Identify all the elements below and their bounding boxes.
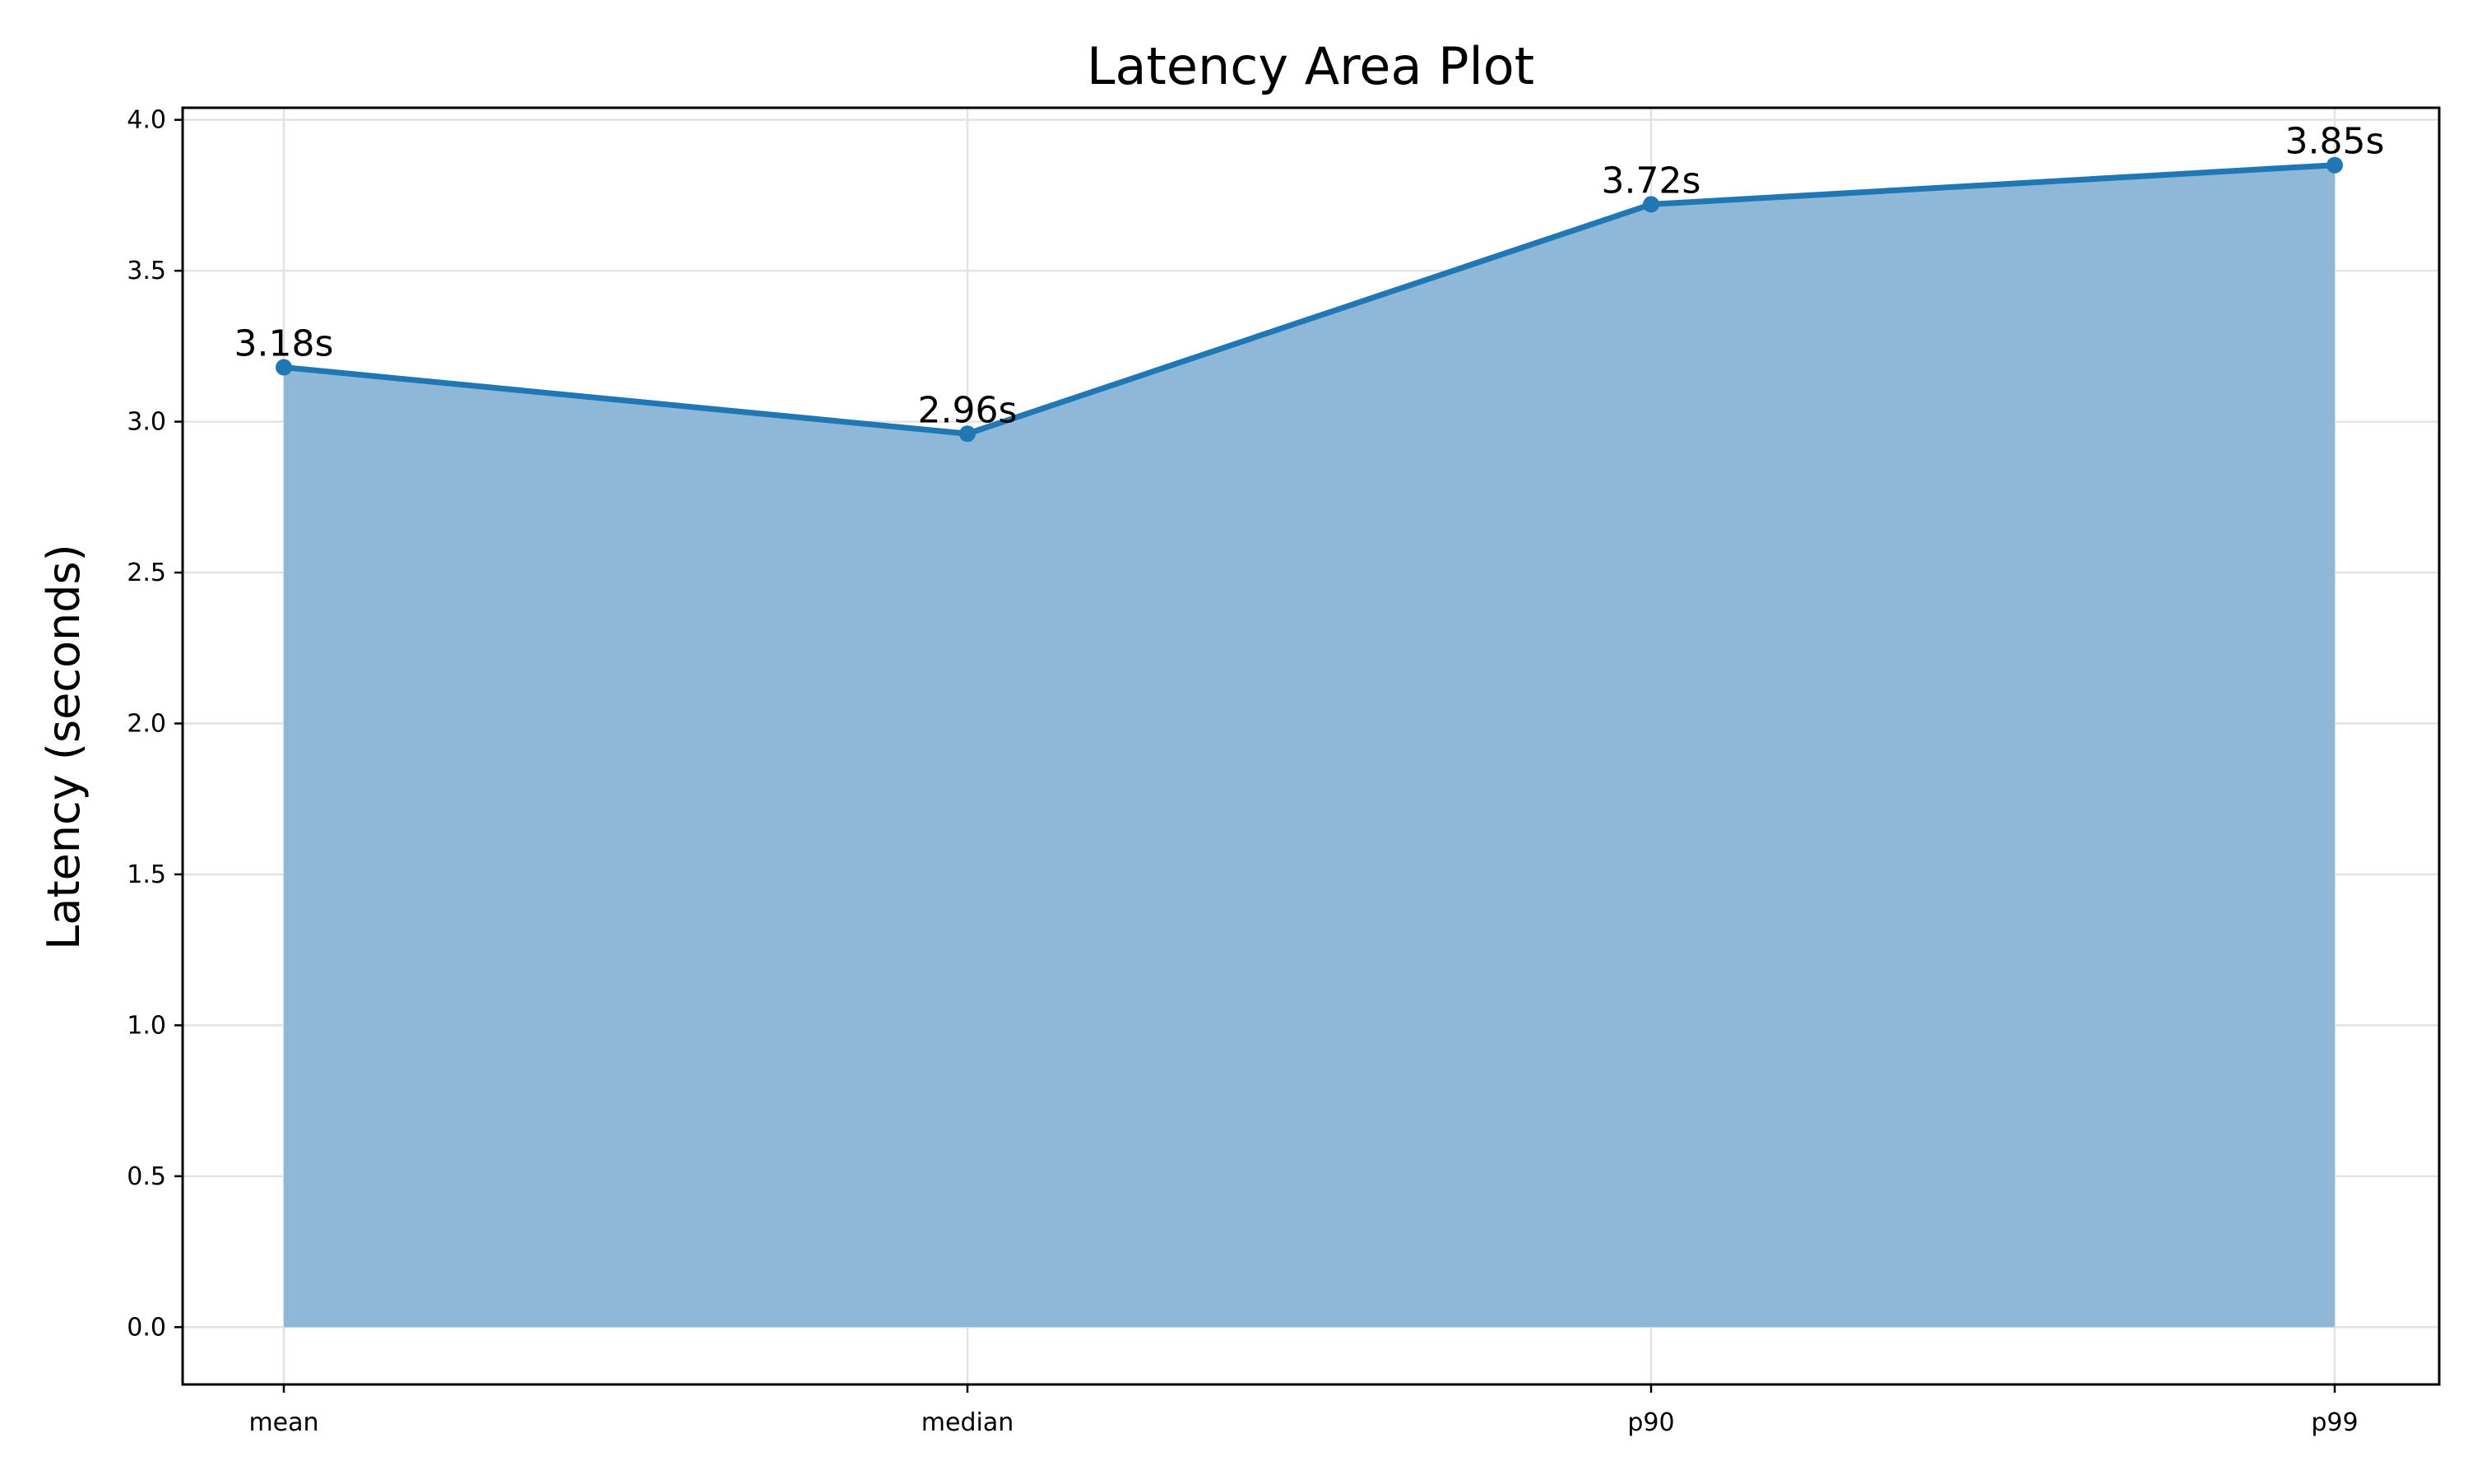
- data-label-median: 2.96s: [918, 389, 1018, 431]
- y-tick-label: 1.0: [127, 1011, 166, 1040]
- data-point-median: [959, 425, 976, 443]
- area-fill: [284, 165, 2335, 1328]
- line-layer: [283, 162, 2336, 437]
- x-tick-label-mean: mean: [248, 1408, 318, 1437]
- data-label-layer: 3.18s 2.96s 3.72s 3.85s: [234, 121, 2385, 432]
- y-tick-label: 2.5: [127, 559, 166, 587]
- data-label-mean: 3.18s: [234, 323, 334, 365]
- y-tick-label: 2.0: [127, 709, 166, 738]
- tick-layer: 0.0 0.5 1.0 1.5 2.0 2.5 3.0 3.5 4.0 mean median p90…: [127, 106, 2358, 1437]
- y-tick-label: 3.5: [127, 257, 166, 285]
- data-point-p90: [1643, 196, 1659, 213]
- data-point-mean: [276, 359, 292, 376]
- plot-frame: [181, 106, 2441, 1386]
- y-tick-label: 4.0: [127, 106, 166, 135]
- data-label-p90: 3.72s: [1602, 160, 1701, 202]
- data-label-p99: 3.85s: [2285, 121, 2385, 163]
- data-point-p99: [2327, 156, 2343, 174]
- series-line: [283, 162, 2336, 437]
- y-tick-label: 3.0: [127, 408, 166, 437]
- y-tick-label: 1.5: [127, 860, 166, 889]
- point-layer: [276, 156, 2343, 443]
- chart-title: Latency Area Plot: [1087, 36, 1534, 96]
- area-layer: [284, 165, 2335, 1328]
- y-axis-label: Latency (seconds): [38, 544, 90, 949]
- y-tick-label: 0.5: [127, 1162, 166, 1191]
- x-tick-label-p90: p90: [1627, 1408, 1674, 1437]
- x-tick-label-median: median: [921, 1408, 1014, 1437]
- x-tick-label-p99: p99: [2311, 1408, 2358, 1437]
- y-tick-label: 0.0: [127, 1313, 166, 1342]
